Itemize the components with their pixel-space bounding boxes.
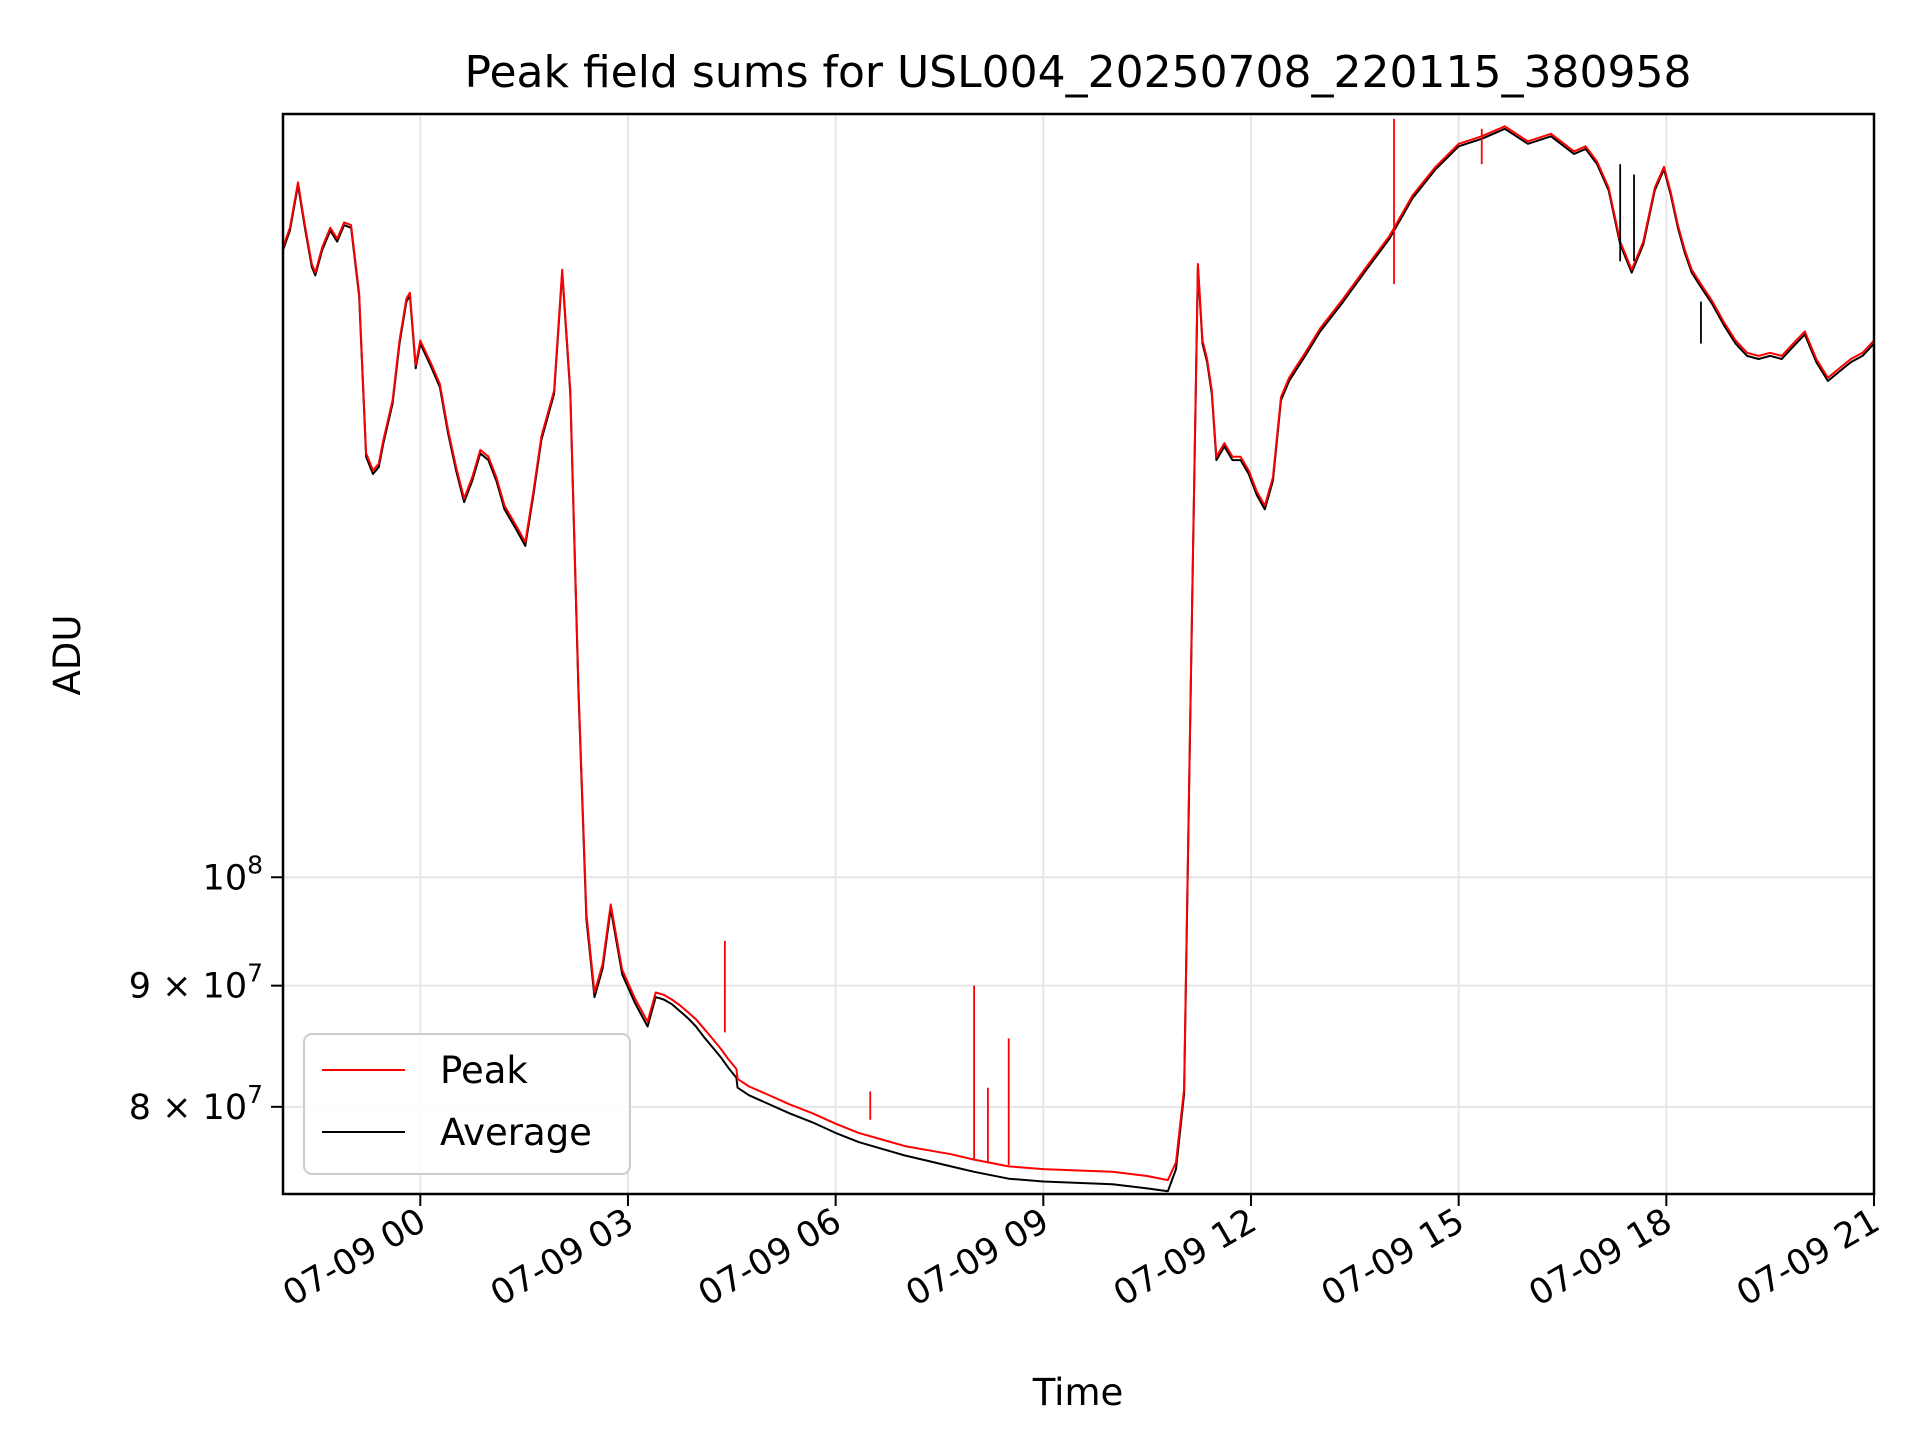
legend: Peak Average bbox=[303, 1033, 631, 1175]
chart-title: Peak field sums for USL004_20250708_2201… bbox=[465, 47, 1692, 98]
x-tick-label: 07-09 09 bbox=[900, 1201, 1056, 1314]
grid bbox=[283, 114, 1875, 1194]
plot-frame bbox=[281, 112, 1876, 1196]
x-tick-label: 07-09 15 bbox=[1315, 1201, 1471, 1314]
x-tick-label: 07-09 12 bbox=[1107, 1201, 1263, 1314]
y-axis-ticks: 8 × 107 9 × 107 108 bbox=[129, 850, 283, 1128]
x-tick-label: 07-09 00 bbox=[277, 1201, 433, 1314]
y-axis-label: ADU bbox=[46, 615, 89, 696]
legend-label-average: Average bbox=[440, 1111, 592, 1154]
x-tick-label: 07-09 18 bbox=[1523, 1201, 1679, 1314]
y-tick-label: 9 × 107 bbox=[129, 959, 263, 1007]
series-line-average bbox=[282, 127, 1875, 1193]
x-tick-label: 07-09 03 bbox=[484, 1201, 640, 1314]
x-axis-label: Time bbox=[1032, 1371, 1124, 1414]
plot-series bbox=[282, 118, 1875, 1193]
series-line-peak bbox=[282, 125, 1875, 1182]
x-tick-label: 07-09 21 bbox=[1730, 1201, 1886, 1314]
x-axis-ticks: 07-09 00 07-09 03 07-09 06 07-09 09 07-09 12… bbox=[277, 1194, 1887, 1314]
x-tick-label: 07-09 06 bbox=[692, 1201, 848, 1314]
y-tick-label: 8 × 107 bbox=[129, 1080, 263, 1128]
y-tick-label: 108 bbox=[203, 850, 263, 898]
legend-label-peak: Peak bbox=[440, 1049, 528, 1092]
